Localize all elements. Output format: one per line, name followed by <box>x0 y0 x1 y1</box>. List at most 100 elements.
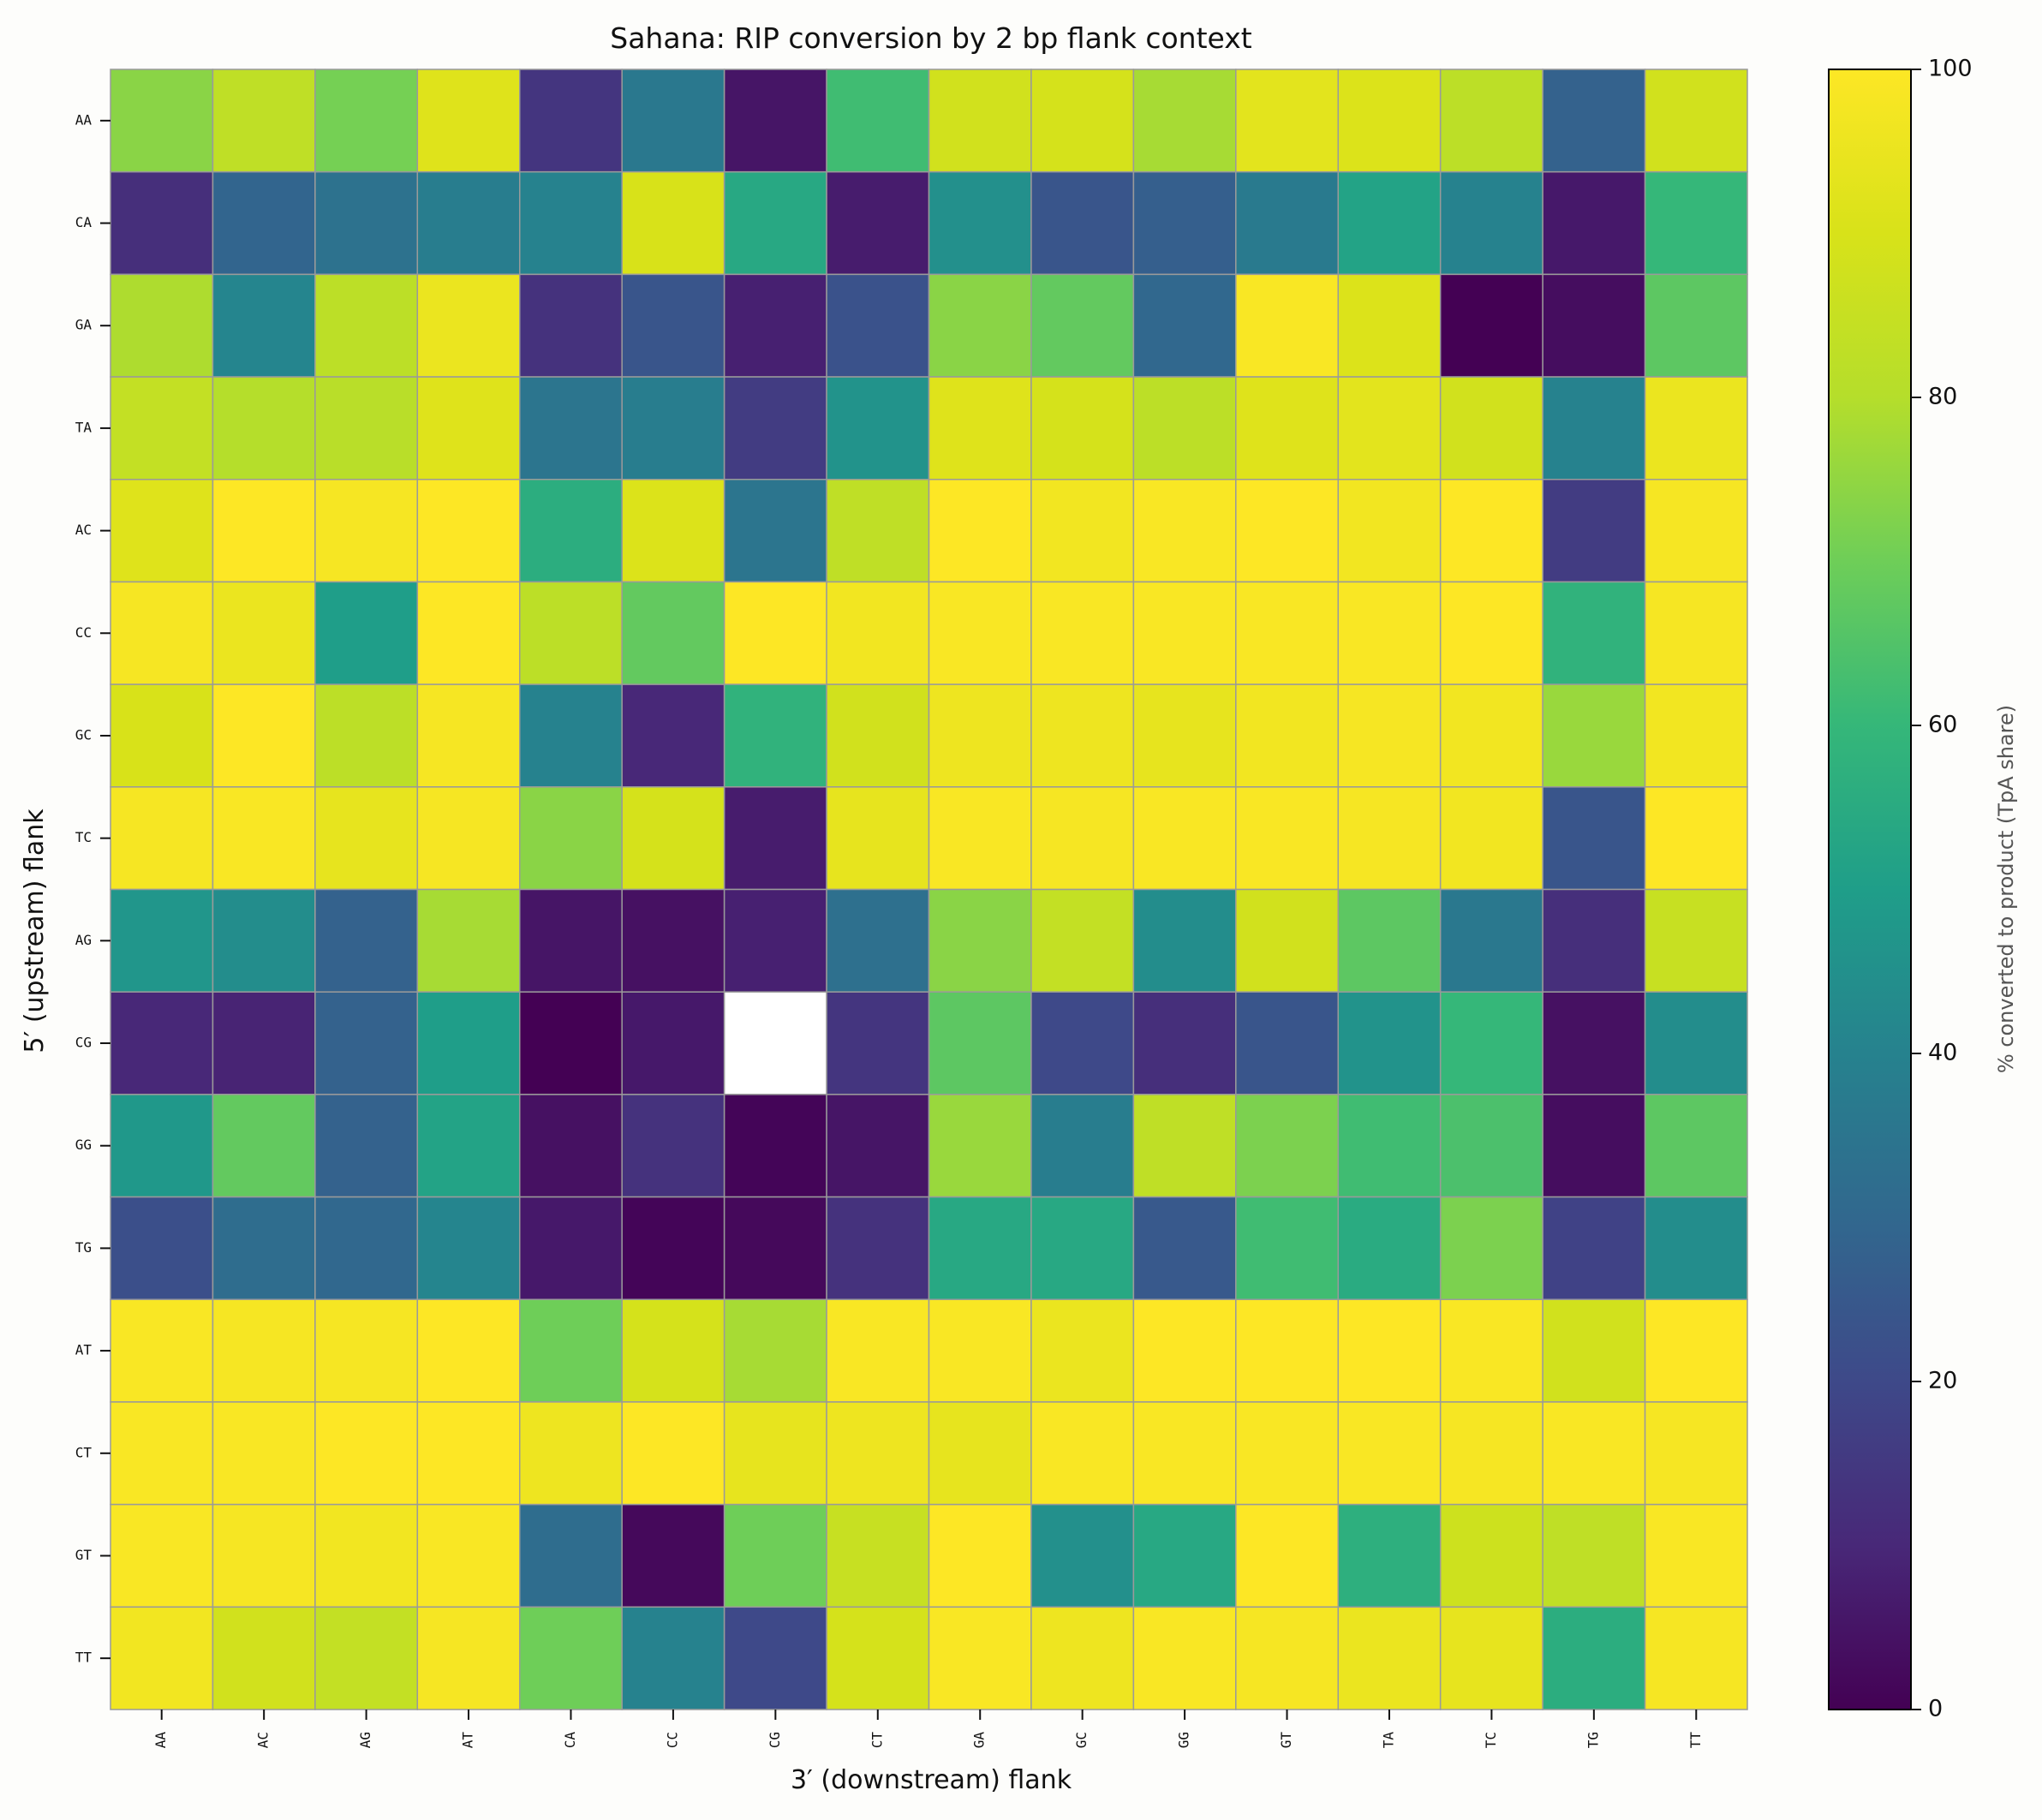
heatmap-cell <box>1030 1094 1135 1198</box>
heatmap-cell <box>723 991 827 1095</box>
heatmap-cell <box>1337 69 1442 173</box>
heatmap-cell <box>110 170 214 276</box>
colorbar <box>1828 69 1912 1710</box>
heatmap-cell <box>928 170 1032 276</box>
heatmap-cell <box>519 69 623 173</box>
heatmap-cell <box>723 170 827 276</box>
heatmap-cell <box>314 581 419 685</box>
heatmap-cell <box>110 683 214 788</box>
heatmap-cell <box>1337 170 1442 276</box>
heatmap-cell <box>1235 170 1339 276</box>
heatmap-cell <box>1644 1094 1748 1198</box>
heatmap-cell <box>1542 991 1646 1095</box>
heatmap-cell <box>1030 1298 1135 1403</box>
heatmap-cell <box>621 1401 725 1506</box>
heatmap-cell <box>1235 376 1339 480</box>
heatmap-cell <box>826 376 930 480</box>
heatmap-cell <box>1132 1094 1237 1198</box>
heatmap-cell <box>1132 69 1237 173</box>
heatmap-cell <box>314 1094 419 1198</box>
heatmap-cell <box>621 1196 725 1300</box>
y-tick-label: CG <box>75 1035 92 1051</box>
heatmap-cell <box>1644 1401 1748 1506</box>
heatmap-cell <box>1542 581 1646 685</box>
heatmap-cell <box>110 69 214 173</box>
colorbar-tick-label: 40 <box>1928 1040 1957 1066</box>
heatmap-cell <box>110 1606 214 1710</box>
heatmap-cell <box>110 888 214 993</box>
heatmap-cell <box>314 1503 419 1608</box>
heatmap-cell <box>416 170 521 276</box>
heatmap-cell <box>1337 1094 1442 1198</box>
colorbar-tick-label: 100 <box>1928 56 1973 82</box>
heatmap-cell <box>1644 1298 1748 1403</box>
heatmap-cell <box>416 581 521 685</box>
heatmap-cell <box>928 991 1032 1095</box>
heatmap-cell <box>1542 170 1646 276</box>
heatmap-cell <box>519 1298 623 1403</box>
heatmap-cell <box>1337 1401 1442 1506</box>
heatmap-cell <box>928 581 1032 685</box>
heatmap-cell <box>1235 1606 1339 1710</box>
x-tick-label: GG <box>1176 1732 1192 1748</box>
heatmap-cell <box>1542 888 1646 993</box>
heatmap-cell <box>1030 69 1135 173</box>
heatmap-cell <box>928 1196 1032 1300</box>
heatmap-cell <box>1030 581 1135 685</box>
heatmap-cell <box>1235 479 1339 583</box>
heatmap-cell <box>826 581 930 685</box>
heatmap-cell <box>212 581 316 685</box>
heatmap-cell <box>416 1606 521 1710</box>
heatmap-cell <box>1542 1401 1646 1506</box>
heatmap-cell <box>826 1606 930 1710</box>
heatmap-cell <box>519 888 623 993</box>
heatmap-cell <box>928 69 1032 173</box>
heatmap-cell <box>1030 1401 1135 1506</box>
heatmap-cell <box>1132 273 1237 378</box>
heatmap-cell <box>826 888 930 993</box>
heatmap-cell <box>1030 376 1135 480</box>
heatmap-cell <box>416 1298 521 1403</box>
heatmap-cell <box>1439 683 1543 788</box>
heatmap-cell <box>826 1298 930 1403</box>
heatmap-cell <box>1235 1298 1339 1403</box>
heatmap-cell <box>1439 786 1543 891</box>
heatmap-cell <box>1644 376 1748 480</box>
heatmap-cell <box>212 376 316 480</box>
heatmap-cell <box>723 1094 827 1198</box>
heatmap-cell <box>416 69 521 173</box>
heatmap-cell <box>621 991 725 1095</box>
heatmap-cell <box>826 170 930 276</box>
y-tick-label: GC <box>75 726 92 743</box>
x-tick-label: TA <box>1380 1732 1396 1749</box>
heatmap-cell <box>1337 991 1442 1095</box>
heatmap-cell <box>1644 888 1748 993</box>
heatmap-cell <box>1439 888 1543 993</box>
heatmap-cell <box>314 888 419 993</box>
heatmap-cell <box>1542 786 1646 891</box>
heatmap-cell <box>723 1196 827 1300</box>
heatmap-cell <box>1235 786 1339 891</box>
heatmap-cell <box>1132 479 1237 583</box>
colorbar-tick-label: 60 <box>1928 712 1957 738</box>
x-tick-label: GA <box>971 1732 988 1749</box>
heatmap-cell <box>519 376 623 480</box>
heatmap-cell <box>1132 376 1237 480</box>
heatmap-cell <box>1235 1196 1339 1300</box>
heatmap-cell <box>723 683 827 788</box>
heatmap-cell <box>519 1606 623 1710</box>
heatmap-cell <box>1439 1094 1543 1198</box>
heatmap-cell <box>519 170 623 276</box>
x-tick-label: AG <box>357 1732 373 1748</box>
heatmap-cell <box>1644 479 1748 583</box>
heatmap-cell <box>928 273 1032 378</box>
heatmap-cell <box>1132 581 1237 685</box>
heatmap-cell <box>314 1196 419 1300</box>
heatmap-cell <box>826 1503 930 1608</box>
heatmap-cell <box>1337 581 1442 685</box>
heatmap-cell <box>1337 1503 1442 1608</box>
heatmap-cell <box>826 1401 930 1506</box>
heatmap-cell <box>1235 581 1339 685</box>
heatmap-cell <box>1030 170 1135 276</box>
y-axis-label: 5′ (upstream) flank <box>20 809 50 1053</box>
